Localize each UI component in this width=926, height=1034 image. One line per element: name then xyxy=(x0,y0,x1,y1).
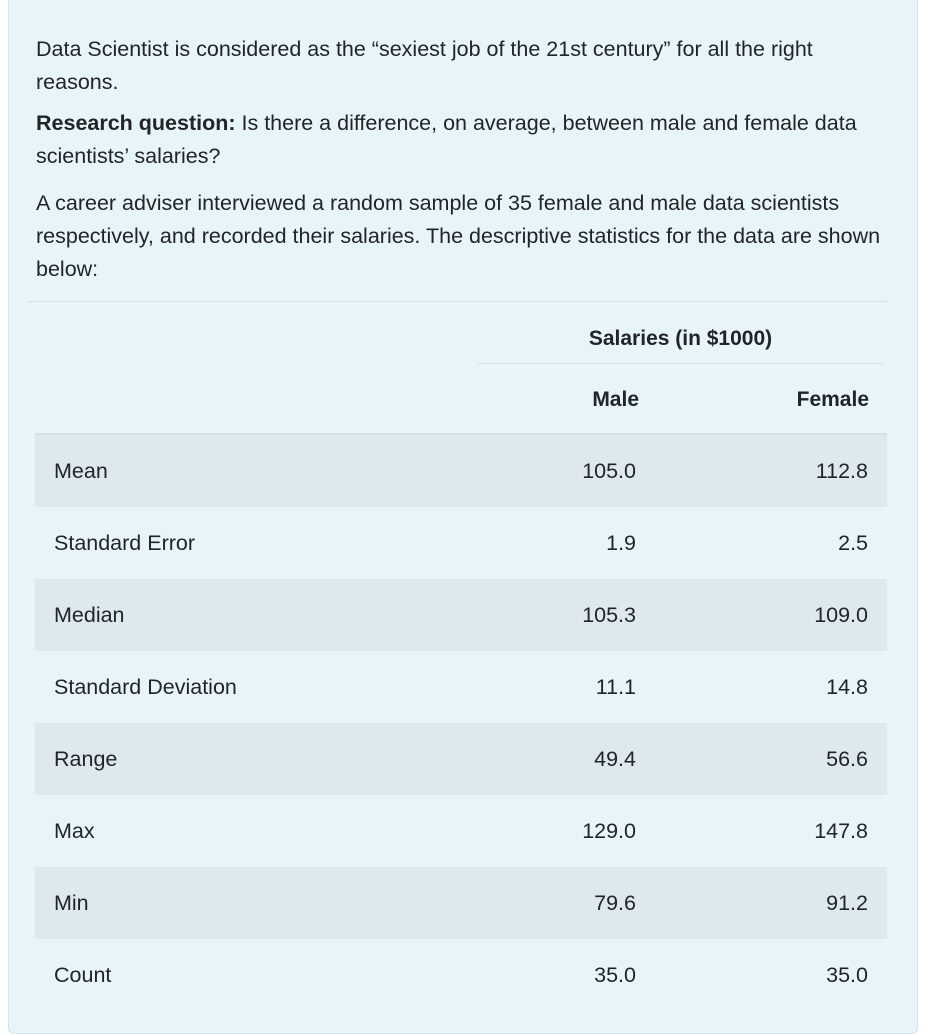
female-value: 91.2 xyxy=(826,891,868,915)
female-value: 14.8 xyxy=(826,675,868,699)
research-question: Research question: Is there a difference… xyxy=(36,107,896,173)
row-label: Standard Error xyxy=(54,531,196,555)
female-value: 2.5 xyxy=(838,531,868,555)
female-value: 109.0 xyxy=(814,603,868,627)
male-value: 79.6 xyxy=(594,891,636,915)
female-value: 147.8 xyxy=(814,819,868,843)
row-label: Min xyxy=(54,891,89,915)
table-row: Standard Error 1.9 2.5 xyxy=(35,507,887,579)
table-group-header: Salaries (in $1000) xyxy=(478,322,883,364)
male-value: 35.0 xyxy=(594,963,636,987)
male-value: 105.3 xyxy=(582,603,636,627)
table-row: Mean 105.0 112.8 xyxy=(35,435,887,507)
statistics-table: Mean 105.0 112.8 Standard Error 1.9 2.5 … xyxy=(35,435,887,1011)
female-value: 112.8 xyxy=(815,459,868,483)
row-label: Median xyxy=(54,603,125,627)
row-label: Standard Deviation xyxy=(54,675,237,699)
table-row: Range 49.4 56.6 xyxy=(35,723,887,795)
column-header-female: Female xyxy=(796,388,869,411)
question-card: Data Scientist is considered as the “sex… xyxy=(8,0,918,1034)
research-question-label: Research question: xyxy=(36,111,236,135)
intro-paragraph: Data Scientist is considered as the “sex… xyxy=(36,37,813,94)
male-value: 129.0 xyxy=(582,819,636,843)
row-label: Mean xyxy=(54,459,108,483)
male-value: 105.0 xyxy=(582,459,636,483)
section-divider xyxy=(27,301,887,302)
study-description: A career adviser interviewed a random sa… xyxy=(36,191,881,281)
row-label: Count xyxy=(54,963,112,987)
table-row: Min 79.6 91.2 xyxy=(35,867,887,939)
row-label: Max xyxy=(54,819,95,843)
female-value: 35.0 xyxy=(826,963,868,987)
column-header-male: Male xyxy=(592,388,639,411)
row-label: Range xyxy=(54,747,118,771)
table-row: Count 35.0 35.0 xyxy=(35,939,887,1011)
male-value: 11.1 xyxy=(595,675,636,699)
female-value: 56.6 xyxy=(826,747,868,771)
table-row: Median 105.3 109.0 xyxy=(35,579,887,651)
male-value: 49.4 xyxy=(594,747,636,771)
table-row: Max 129.0 147.8 xyxy=(35,795,887,867)
table-row: Standard Deviation 11.1 14.8 xyxy=(35,651,887,723)
header-rule xyxy=(35,433,887,435)
male-value: 1.9 xyxy=(606,531,636,555)
research-question-text: Is there a difference, on average, betwe… xyxy=(36,111,857,168)
